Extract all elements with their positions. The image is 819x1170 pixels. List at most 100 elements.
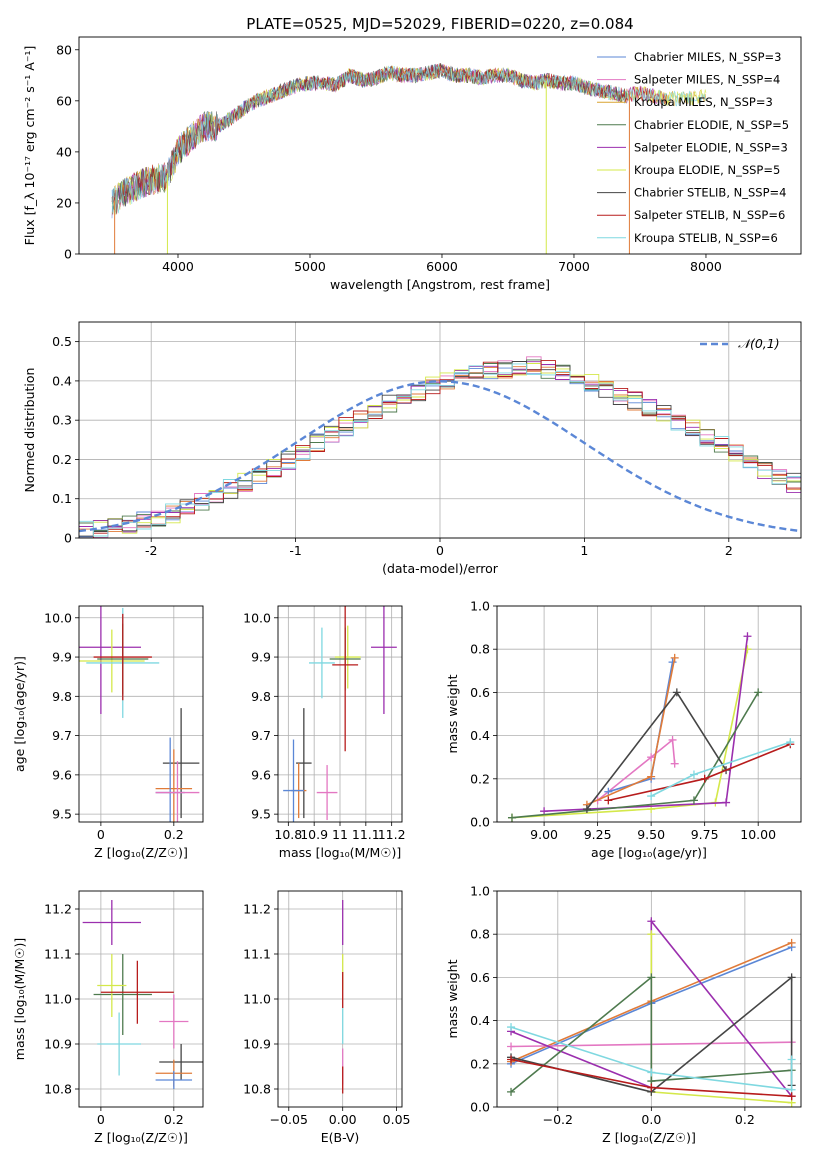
y-tick-label: 0.2 bbox=[470, 1056, 490, 1071]
x-tick-label: 9.25 bbox=[584, 827, 612, 842]
y-tick-label: 9.5 bbox=[52, 807, 72, 822]
x-tick-label: 9.50 bbox=[637, 827, 665, 842]
y-tick-label: 80 bbox=[56, 42, 72, 57]
y-tick-label: 10.0 bbox=[44, 610, 72, 625]
weight-marker bbox=[647, 792, 656, 801]
y-tick-label: 9.8 bbox=[52, 689, 72, 704]
x-tick-label: 9.00 bbox=[530, 827, 558, 842]
panel-spectrum: 4000 5000 6000 7000 8000 0 20 40 60 80 wavelength … bbox=[22, 36, 802, 292]
legend-entry: Salpeter MILES, N_SSP=4 bbox=[634, 73, 780, 87]
legend-entry: Kroupa MILES, N_SSP=3 bbox=[634, 95, 773, 109]
x-tick-label: 0 bbox=[97, 827, 105, 842]
weight-marker bbox=[604, 796, 613, 805]
spectrum-series-line bbox=[111, 63, 707, 215]
legend-entry: 𝒩(0,1) bbox=[738, 336, 780, 351]
legend-entry: Chabrier MILES, N_SSP=3 bbox=[634, 50, 781, 64]
weight-marker bbox=[647, 753, 656, 762]
weight-series-line bbox=[510, 975, 792, 1093]
weight-marker bbox=[507, 1023, 516, 1032]
y-tick-label: 11.1 bbox=[243, 947, 271, 962]
y-tick-label: 11.2 bbox=[243, 902, 271, 917]
x-tick-label: 5000 bbox=[294, 259, 326, 274]
weight-marker bbox=[670, 653, 679, 662]
y-tick-label: 0.2 bbox=[470, 771, 490, 786]
weight-marker bbox=[507, 813, 516, 822]
x-tick-label: 0 bbox=[436, 543, 444, 558]
error-point bbox=[309, 627, 335, 699]
y-tick-label: 10.9 bbox=[44, 1037, 72, 1052]
weight-series-line bbox=[510, 975, 793, 1093]
x-tick-label: 0.2 bbox=[735, 1112, 755, 1127]
y-axis-label: mass [log₁₀(M/M☉)] bbox=[12, 938, 27, 1060]
weight-marker bbox=[743, 632, 752, 641]
gaussian-curve bbox=[79, 380, 801, 533]
weight-marker bbox=[647, 1083, 656, 1092]
y-axis-label: Normed distribution bbox=[22, 368, 37, 493]
error-point bbox=[155, 761, 200, 822]
y-tick-label: 0.6 bbox=[470, 970, 490, 985]
weight-marker bbox=[507, 1087, 516, 1096]
weight-marker bbox=[647, 973, 656, 982]
x-tick-label: 1 bbox=[580, 543, 588, 558]
x-axis-label: Z [log₁₀(Z/Z☉)] bbox=[602, 1130, 696, 1145]
y-tick-label: 9.7 bbox=[52, 728, 72, 743]
x-tick-label: -1 bbox=[289, 543, 301, 558]
error-point bbox=[371, 606, 397, 714]
weight-series-line bbox=[510, 1026, 793, 1091]
weight-marker bbox=[647, 1068, 656, 1077]
y-axis-label: Flux [f_λ 10⁻¹⁷ erg cm⁻² s⁻¹ A⁻¹] bbox=[22, 46, 37, 246]
weight-series-line bbox=[597, 738, 676, 802]
axes-frame bbox=[277, 605, 403, 823]
y-tick-label: 40 bbox=[56, 144, 72, 159]
y-tick-label: 10.8 bbox=[243, 1082, 271, 1097]
legend-entry: Salpeter STELIB, N_SSP=6 bbox=[634, 208, 785, 222]
weight-series-line bbox=[511, 649, 749, 819]
error-point bbox=[316, 765, 338, 821]
error-point bbox=[93, 613, 152, 701]
weight-marker bbox=[672, 688, 681, 697]
y-tick-label: 0 bbox=[64, 247, 72, 262]
y-axis-label: mass weight bbox=[445, 674, 460, 753]
y-tick-label: 0.8 bbox=[470, 642, 490, 657]
weight-series-line bbox=[650, 741, 791, 797]
y-tick-label: 10.0 bbox=[243, 610, 271, 625]
x-tick-label: 0 bbox=[97, 1112, 105, 1127]
panel-mass-vs-z: 0 0.2 10.8 10.9 11.0 11.1 11.2 Z [log₁₀(Z/Z☉)] m… bbox=[12, 890, 204, 1145]
error-point bbox=[79, 629, 145, 693]
weight-marker bbox=[754, 688, 763, 697]
x-tick-label: 0.00 bbox=[329, 1112, 357, 1127]
weight-series-line bbox=[650, 934, 792, 1104]
weight-series-line bbox=[608, 662, 674, 793]
weight-series-line bbox=[544, 636, 749, 812]
y-tick-label: 0.0 bbox=[470, 1100, 490, 1115]
panels: 4000 5000 6000 7000 8000020406080wavelength … bbox=[12, 36, 802, 1145]
y-tick-label: 20 bbox=[56, 195, 72, 210]
y-tick-label: 0.4 bbox=[470, 1013, 490, 1028]
weight-marker bbox=[787, 1092, 796, 1101]
x-tick-label: −0.05 bbox=[270, 1112, 308, 1127]
x-tick-label: 7000 bbox=[558, 259, 590, 274]
error-point bbox=[162, 708, 200, 819]
y-tick-label: 11.2 bbox=[44, 902, 72, 917]
axes-frame bbox=[496, 890, 802, 1108]
y-tick-label: 0.4 bbox=[470, 728, 490, 743]
panel-residuals: -2 -1 0 1 2 0 0.1 0.2 0.3 0.4 0.5 (data-model)/erro… bbox=[22, 321, 802, 576]
x-tick-label: 6000 bbox=[426, 259, 458, 274]
plot-area bbox=[507, 917, 796, 1107]
weight-marker bbox=[786, 738, 795, 747]
y-tick-label: 0.0 bbox=[470, 815, 490, 830]
x-tick-label: 8000 bbox=[690, 259, 722, 274]
legend-entry: Kroupa STELIB, N_SSP=6 bbox=[634, 231, 778, 245]
weight-marker bbox=[722, 798, 731, 807]
panel-age-vs-mass: 10.810.9 11 11.111.2 9.5 9.6 9.7 9.8 9.9 10.0 mas… bbox=[243, 605, 406, 860]
axes-frame bbox=[78, 321, 802, 539]
x-axis-label: wavelength [Angstrom, rest frame] bbox=[330, 277, 550, 292]
y-tick-label: 10.9 bbox=[243, 1037, 271, 1052]
weight-marker bbox=[743, 645, 752, 654]
x-tick-label: 0.2 bbox=[164, 1112, 184, 1127]
weight-marker bbox=[670, 759, 679, 768]
legend-entry: Chabrier ELODIE, N_SSP=5 bbox=[634, 118, 789, 132]
x-tick-label: 11.1 bbox=[352, 827, 380, 842]
weight-marker bbox=[787, 973, 796, 982]
legend-entry: Salpeter ELODIE, N_SSP=3 bbox=[634, 140, 788, 154]
